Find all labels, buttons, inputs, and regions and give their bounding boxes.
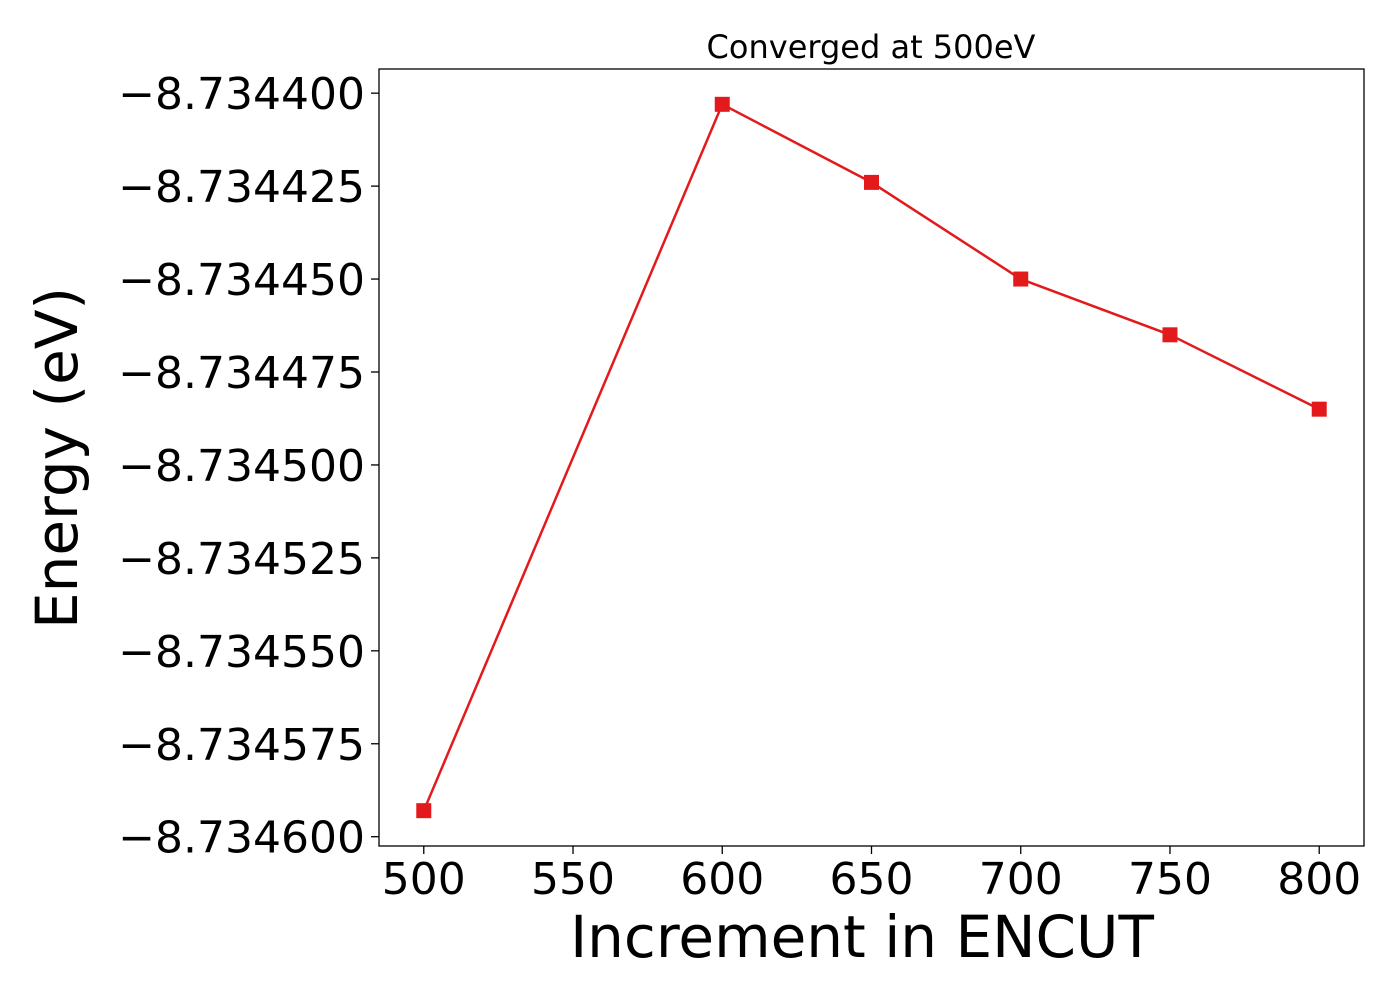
- x-tick-label: 800: [1277, 854, 1361, 905]
- chart-title: Converged at 500eV: [707, 28, 1036, 66]
- data-point-marker: [1162, 327, 1178, 343]
- x-axis-label: Increment in ENCUT: [570, 903, 1154, 971]
- y-tick-label: −8.734575: [118, 720, 365, 771]
- data-point-marker: [714, 96, 730, 112]
- x-tick-label: 750: [1128, 854, 1212, 905]
- data-point-marker: [1013, 271, 1029, 287]
- y-tick-label: −8.734450: [118, 255, 365, 306]
- x-tick-label: 500: [382, 854, 466, 905]
- y-axis-label: Energy (eV): [23, 287, 91, 629]
- series-line: [422, 103, 1320, 812]
- y-tick-label: −8.734550: [118, 627, 365, 678]
- data-point-marker: [416, 803, 432, 819]
- data-point-marker: [1311, 401, 1327, 417]
- y-tick-label: −8.734400: [118, 69, 365, 120]
- y-tick-label: −8.734475: [118, 348, 365, 399]
- x-tick-label: 700: [979, 854, 1063, 905]
- y-tick-label: −8.734525: [118, 534, 365, 585]
- series-layer: [416, 96, 1327, 819]
- x-tick-label: 600: [680, 854, 764, 905]
- y-tick-label: −8.734425: [118, 162, 365, 213]
- ticks: 500 550 600 650 700 750 800 −8.734400 −8.734425 −…: [118, 69, 1361, 905]
- data-point-marker: [864, 174, 879, 190]
- x-tick-label: 550: [531, 854, 615, 905]
- x-tick-label: 650: [830, 854, 914, 905]
- y-tick-label: −8.734500: [118, 441, 365, 492]
- y-tick-label: −8.734600: [118, 813, 365, 864]
